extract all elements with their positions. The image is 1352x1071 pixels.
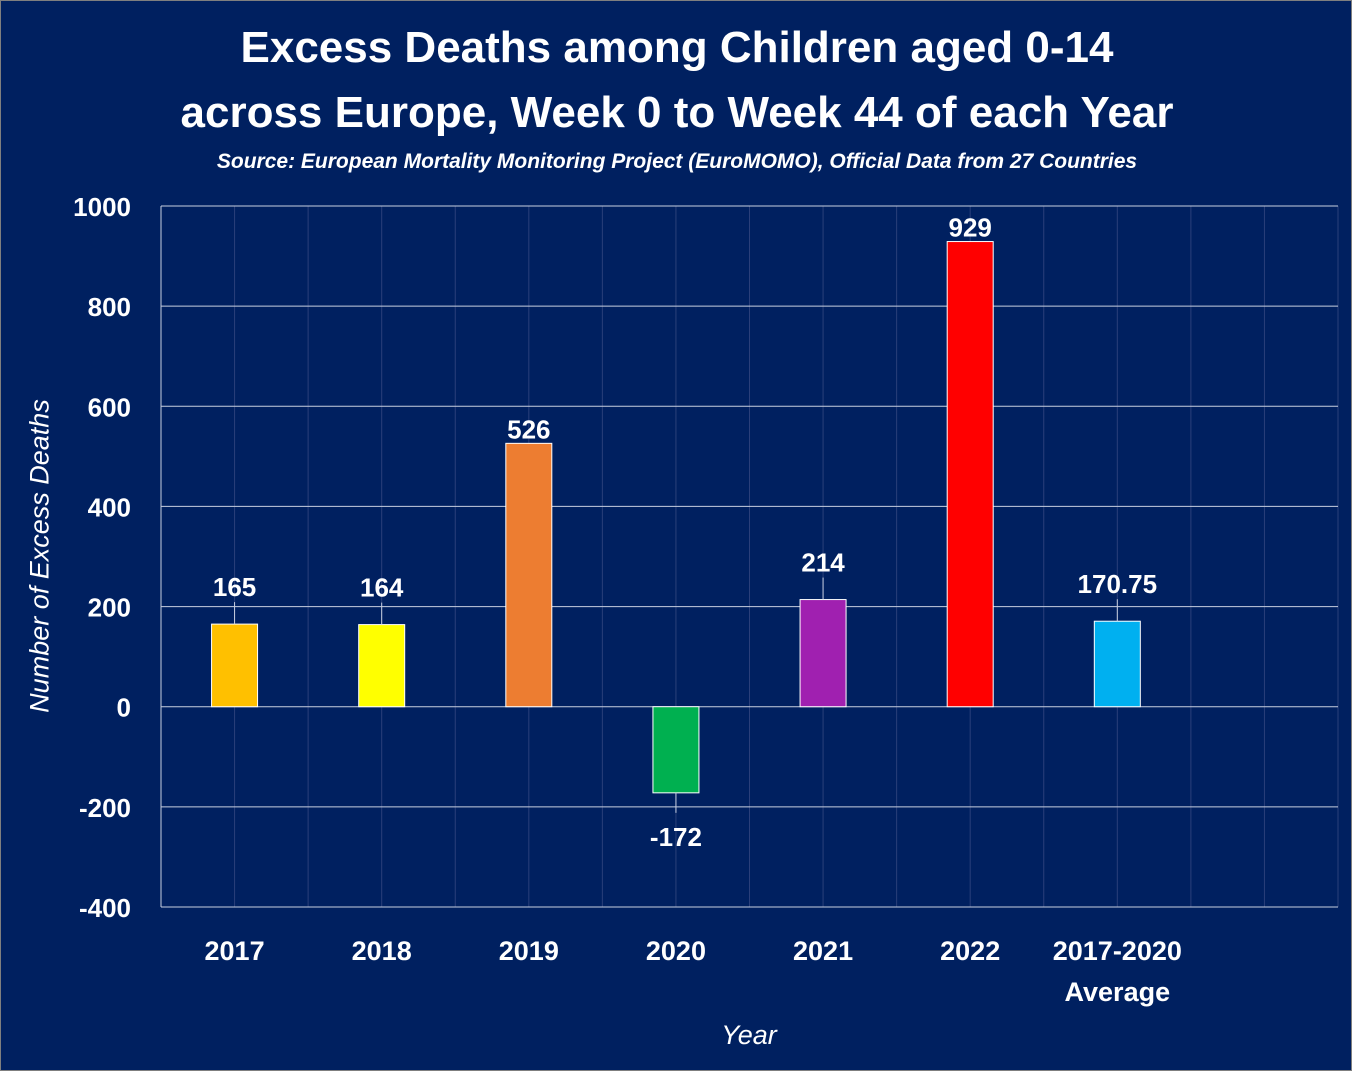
data-label: 929 [948,213,991,243]
y-tick-label: 200 [88,593,131,623]
y-tick-label: 400 [88,492,131,522]
y-tick-label: 600 [88,392,131,422]
data-label: -172 [650,822,702,852]
bar [652,706,700,794]
chart-title-line-2: across Europe, Week 0 to Week 44 of each… [180,88,1174,137]
bar [358,624,406,708]
y-tick-label: 0 [117,693,131,723]
data-label: 164 [360,573,404,603]
chart-title-line-1: Excess Deaths among Children aged 0-14 [240,23,1114,72]
data-label: 526 [507,414,550,444]
x-tick-label: 2017-2020 [1053,936,1182,966]
data-label: 165 [213,572,256,602]
chart-subtitle: Source: European Mortality Monitoring Pr… [216,150,1138,173]
x-tick-label: Average [1065,977,1171,1007]
y-tick-label: -400 [79,893,131,923]
x-tick-label: 2020 [646,936,706,966]
x-tick-label: 2019 [499,936,559,966]
y-tick-label: 800 [88,292,131,322]
x-tick-label: 2022 [940,936,1000,966]
bar [946,241,994,708]
bar [1093,620,1141,708]
x-tick-label: 2021 [793,936,853,966]
x-tick-label: 2017 [205,936,265,966]
x-tick-label: 2018 [352,936,412,966]
bar [799,599,847,708]
x-axis-label: Year [721,1020,777,1050]
data-label: 170.75 [1078,569,1158,599]
data-label: 214 [801,548,845,578]
y-axis-label: Number of Excess Deaths [24,399,55,713]
bar [505,442,553,708]
y-tick-label: 1000 [73,192,131,222]
y-tick-label: -200 [79,793,131,823]
bar [211,623,259,708]
